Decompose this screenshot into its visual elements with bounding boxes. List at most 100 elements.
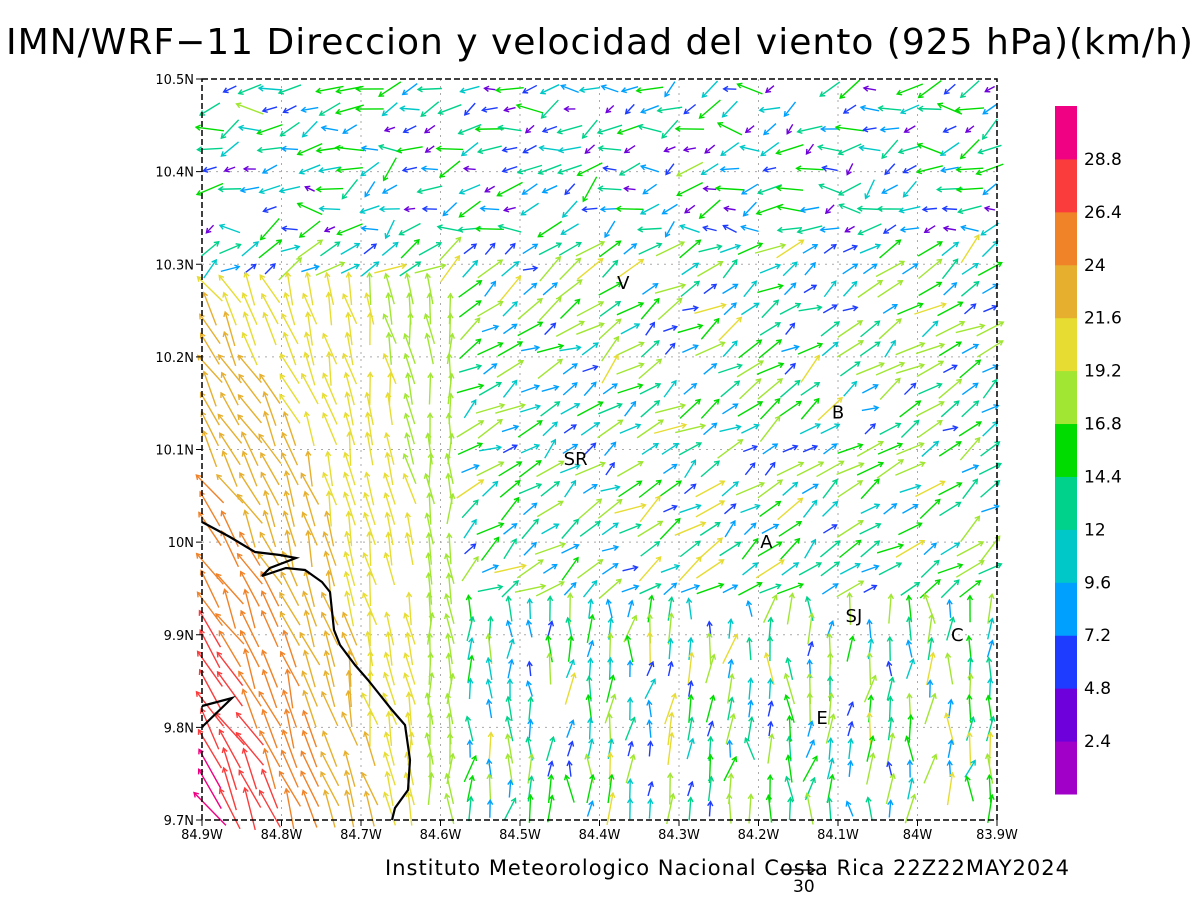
wind-vector xyxy=(278,186,301,194)
x-tick-label: 84.2W xyxy=(738,828,780,843)
wind-vector xyxy=(486,773,493,804)
wind-vector xyxy=(597,419,624,439)
wind-vector xyxy=(966,594,974,623)
wind-vector xyxy=(502,379,518,398)
wind-vector xyxy=(300,106,319,113)
wind-vector xyxy=(823,524,838,534)
wind-vector xyxy=(427,651,434,685)
wind-vector xyxy=(256,146,283,154)
wind-vector xyxy=(283,787,295,830)
wind-vector xyxy=(879,377,901,400)
wind-vector xyxy=(663,324,678,332)
wind-vector xyxy=(322,531,337,566)
wind-vector xyxy=(694,302,727,314)
wind-vector xyxy=(262,206,277,213)
wind-vector xyxy=(203,258,217,279)
wind-vector xyxy=(277,84,302,95)
wind-vector xyxy=(705,653,717,684)
wind-vector xyxy=(400,238,420,259)
wind-vector xyxy=(775,144,804,156)
wind-vector xyxy=(280,571,300,607)
wind-vector xyxy=(446,532,453,565)
wind-vector xyxy=(837,182,862,196)
wind-vector xyxy=(220,141,240,157)
wind-vector xyxy=(345,689,353,728)
wind-vector xyxy=(803,284,818,294)
wind-vector xyxy=(886,635,894,661)
wind-vector xyxy=(626,659,634,678)
longitude-axis: 84.9W 84.8W 84.7W 84.6W 84.5W 84.4W 84.3W 84.2W… xyxy=(181,820,1018,843)
wind-vector xyxy=(541,384,560,392)
wind-vector xyxy=(461,499,479,519)
wind-vector xyxy=(846,635,856,662)
wind-vector xyxy=(576,322,605,335)
wind-vector xyxy=(363,790,375,827)
wind-vector xyxy=(687,679,694,697)
wind-vector xyxy=(519,404,542,413)
wind-vector xyxy=(537,358,564,380)
wind-vector xyxy=(682,344,699,354)
wind-vector xyxy=(547,620,555,637)
wind-vector xyxy=(447,432,455,465)
wind-vector xyxy=(385,710,393,747)
wind-vector xyxy=(483,85,496,92)
wind-vector xyxy=(674,125,705,133)
wind-vector xyxy=(402,472,417,505)
wind-vector xyxy=(323,550,336,587)
wind-vector xyxy=(427,372,434,405)
wind-vector xyxy=(258,690,282,727)
y-tick-label: 9.7N xyxy=(164,814,194,829)
wind-vector xyxy=(866,752,876,785)
wind-vector xyxy=(759,397,781,420)
wind-vector xyxy=(456,420,485,438)
wind-vector xyxy=(425,571,433,605)
wind-vector xyxy=(795,165,824,172)
wind-vector xyxy=(918,258,943,280)
wind-vector xyxy=(777,497,804,521)
wind-vector xyxy=(646,719,653,738)
wind-vector xyxy=(560,84,579,94)
map-title: IMN/WRF−11 Direccion y velocidad del vie… xyxy=(6,22,1194,63)
wind-vector xyxy=(726,739,733,758)
wind-vector xyxy=(424,512,434,545)
wind-vector xyxy=(599,300,622,317)
wind-vector xyxy=(627,599,635,618)
wind-vector xyxy=(744,125,755,134)
wind-vector xyxy=(904,735,915,762)
wind-vector xyxy=(603,441,617,456)
wind-vector xyxy=(383,731,395,766)
wind-vector xyxy=(383,472,396,505)
wind-vector xyxy=(802,755,818,782)
x-tick-label: 84.3W xyxy=(658,828,700,843)
wind-vector xyxy=(404,631,414,666)
wind-vector xyxy=(460,142,479,157)
wind-vector xyxy=(955,166,984,173)
wind-vector xyxy=(806,691,813,725)
wind-vector xyxy=(607,773,615,804)
wind-vector xyxy=(559,298,581,320)
wind-vector xyxy=(202,166,217,173)
wind-vector xyxy=(767,700,774,717)
wind-vector xyxy=(262,311,277,346)
wind-vector xyxy=(219,243,242,255)
wind-vector xyxy=(784,362,796,375)
wind-vector xyxy=(507,779,514,798)
wind-vector xyxy=(646,699,653,718)
wind-vector xyxy=(447,312,454,345)
wind-vector xyxy=(786,735,793,762)
wind-vector xyxy=(200,240,220,257)
wind-vector xyxy=(262,410,276,447)
wind-vector xyxy=(817,144,842,153)
wind-vector xyxy=(324,510,335,547)
wind-vector xyxy=(776,226,803,234)
wind-vector xyxy=(403,412,416,445)
wind-vector xyxy=(445,572,453,605)
wind-vector xyxy=(320,770,340,807)
wind-vector xyxy=(467,654,475,683)
wind-vector xyxy=(782,444,799,453)
wind-vector xyxy=(837,320,864,338)
wind-vector xyxy=(218,787,241,830)
wind-vector xyxy=(987,617,995,640)
wind-vector xyxy=(787,796,794,821)
wind-vector xyxy=(876,543,905,554)
